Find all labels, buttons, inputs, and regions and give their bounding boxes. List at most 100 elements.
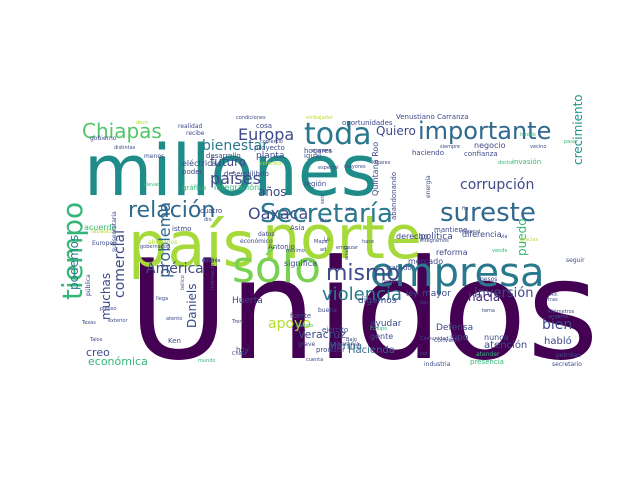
cloud-word-atento: atento [166,316,182,322]
cloud-word-antonio: Antonio [268,243,295,251]
cloud-word-mismo: mismo [326,261,400,286]
cloud-word-podemos: podemos [67,235,81,290]
cloud-word-haciendo: haciendo [412,149,444,157]
cloud-word-pesos: pesos [480,276,497,283]
cloud-word-politica: política [420,232,453,242]
cloud-word-gente: gente [370,332,393,341]
cloud-word-bien: bien [542,317,572,333]
cloud-word-minimo: mínimo [286,247,305,254]
cloud-word-crecimiento: crecimiento [571,94,585,165]
cloud-word-importante: importante [418,117,551,145]
cloud-word-amor: amor [548,314,562,320]
cloud-word-hacia: hacia [468,290,500,304]
cloud-word-tan: tan [420,300,428,306]
cloud-word-proyecto: proyecto [254,144,285,152]
cloud-word-poderes: poderes [382,279,403,285]
cloud-word-norte: norte [262,203,422,273]
cloud-word-atencion: atención [484,339,527,351]
cloud-word-pasar: pasar [564,139,579,145]
cloud-word-convertir: convertir [434,337,462,344]
cloud-word-bienestar: bienestar [202,138,268,154]
cloud-word-digamos: digamos [358,296,397,306]
cloud-word-planta: planta [256,151,284,161]
cloud-word-asia: Asia [290,224,305,232]
cloud-word-embajador: embajador [306,115,334,121]
cloud-word-puedo: puedo [515,218,529,256]
cloud-word-unidos: Unidos [128,230,599,391]
cloud-word-internacional: Internacional [210,257,216,290]
cloud-word-fuerte: fuerte [290,312,311,320]
cloud-word-hogares: hogares [304,147,332,155]
cloud-word-distintas: distintas [114,145,136,151]
cloud-word-confianza: confianza [464,150,498,158]
cloud-word-tema: tema [482,308,495,314]
cloud-word-tabasco: Tabasco [89,228,114,235]
cloud-word-nunca: nunca [484,333,509,342]
cloud-word-hacienda: Hacienda [348,345,395,356]
cloud-word-dolares: dólares [202,257,221,264]
cloud-word-invasion: invasión [512,158,541,166]
cloud-word-violencia: violencia [322,284,402,305]
cloud-word-presencia: presencia [470,358,504,366]
cloud-word-seis: seis [320,194,326,204]
cloud-word-quiero: Quiero [376,124,416,138]
cloud-word-marina: Marina [328,341,362,352]
cloud-word-economico: económico [240,238,273,245]
cloud-word-tren: Tren [231,319,243,325]
cloud-word-dice: dice [320,218,330,224]
cloud-word-gracias: gracias [520,237,538,243]
cloud-word-derecho: derecho [396,232,429,241]
cloud-word-tratado: tratado [386,264,412,272]
cloud-word-decir: decir [136,120,149,126]
cloud-word-millones: millones [84,130,377,212]
cloud-word-contrato: contrato [260,161,281,167]
cloud-word-hoy: hoy [236,346,249,354]
cloud-word-mayores: mayores [344,164,366,170]
cloud-word-realidad: realidad [178,123,203,130]
cloud-word-anos: años [258,185,287,199]
cloud-word-llevar: Llevar [144,182,160,188]
cloud-word-fin: fin [462,206,468,212]
cloud-word-ley: ley [406,289,418,298]
cloud-word-lo: Lo [324,237,330,243]
cloud-word-futuro: futuro [210,155,246,169]
cloud-word-significa: significa [284,259,317,268]
cloud-word-toda: toda [304,117,372,152]
cloud-word-integracion: integración [214,182,259,192]
cloud-word-empezar: empezar [336,245,359,251]
cloud-word-vecino: vecino [530,144,546,150]
cloud-word-ad: ad [320,247,326,253]
cloud-word-especial: especial [318,165,339,171]
cloud-word-petroleo: petróleo [556,352,581,359]
cloud-word-energia: energía [425,175,432,198]
cloud-word-paises: países [210,169,261,188]
cloud-word-china: China [232,351,246,357]
cloud-word-comercial: comercial [112,230,128,298]
cloud-word-desarrollo: desarrollo [206,152,241,160]
cloud-word-europeo: Europeo [92,240,117,247]
cloud-word-sur: sur [420,351,429,357]
cloud-word-mayor: mayor [422,289,451,299]
cloud-word-venustiano-carranza: Venustiano Carranza [396,113,469,121]
cloud-word-oportunidades: oportunidades [342,119,393,127]
cloud-word-creo: creo [86,346,110,359]
cloud-word-solo: sólo [232,242,321,293]
cloud-word-belico: bélico [179,275,186,290]
cloud-word-soberania: soberanía [330,341,360,348]
cloud-word-texas: Texas [81,320,96,326]
cloud-word-regional: regional [460,229,480,235]
cloud-word-doctor: doctor [498,160,515,166]
cloud-word-cosa: cosa [256,122,272,130]
cloud-word-pienso: pienso [100,306,116,312]
cloud-word-europa: Europa [238,125,294,144]
cloud-word-veracruz: Veracruz [298,328,346,341]
cloud-word-mapa: Mapa [314,239,328,245]
cloud-word-grave: grave [298,341,316,348]
cloud-word-saludo: Saludo [296,323,313,329]
cloud-word-llega: llega [156,296,168,302]
cloud-word-gobernador: gobernador [140,244,170,250]
cloud-word-talos: Talos [89,337,103,343]
cloud-word-exterior: exterior [108,318,128,324]
cloud-word-comunidad: Comunidad [420,336,449,342]
